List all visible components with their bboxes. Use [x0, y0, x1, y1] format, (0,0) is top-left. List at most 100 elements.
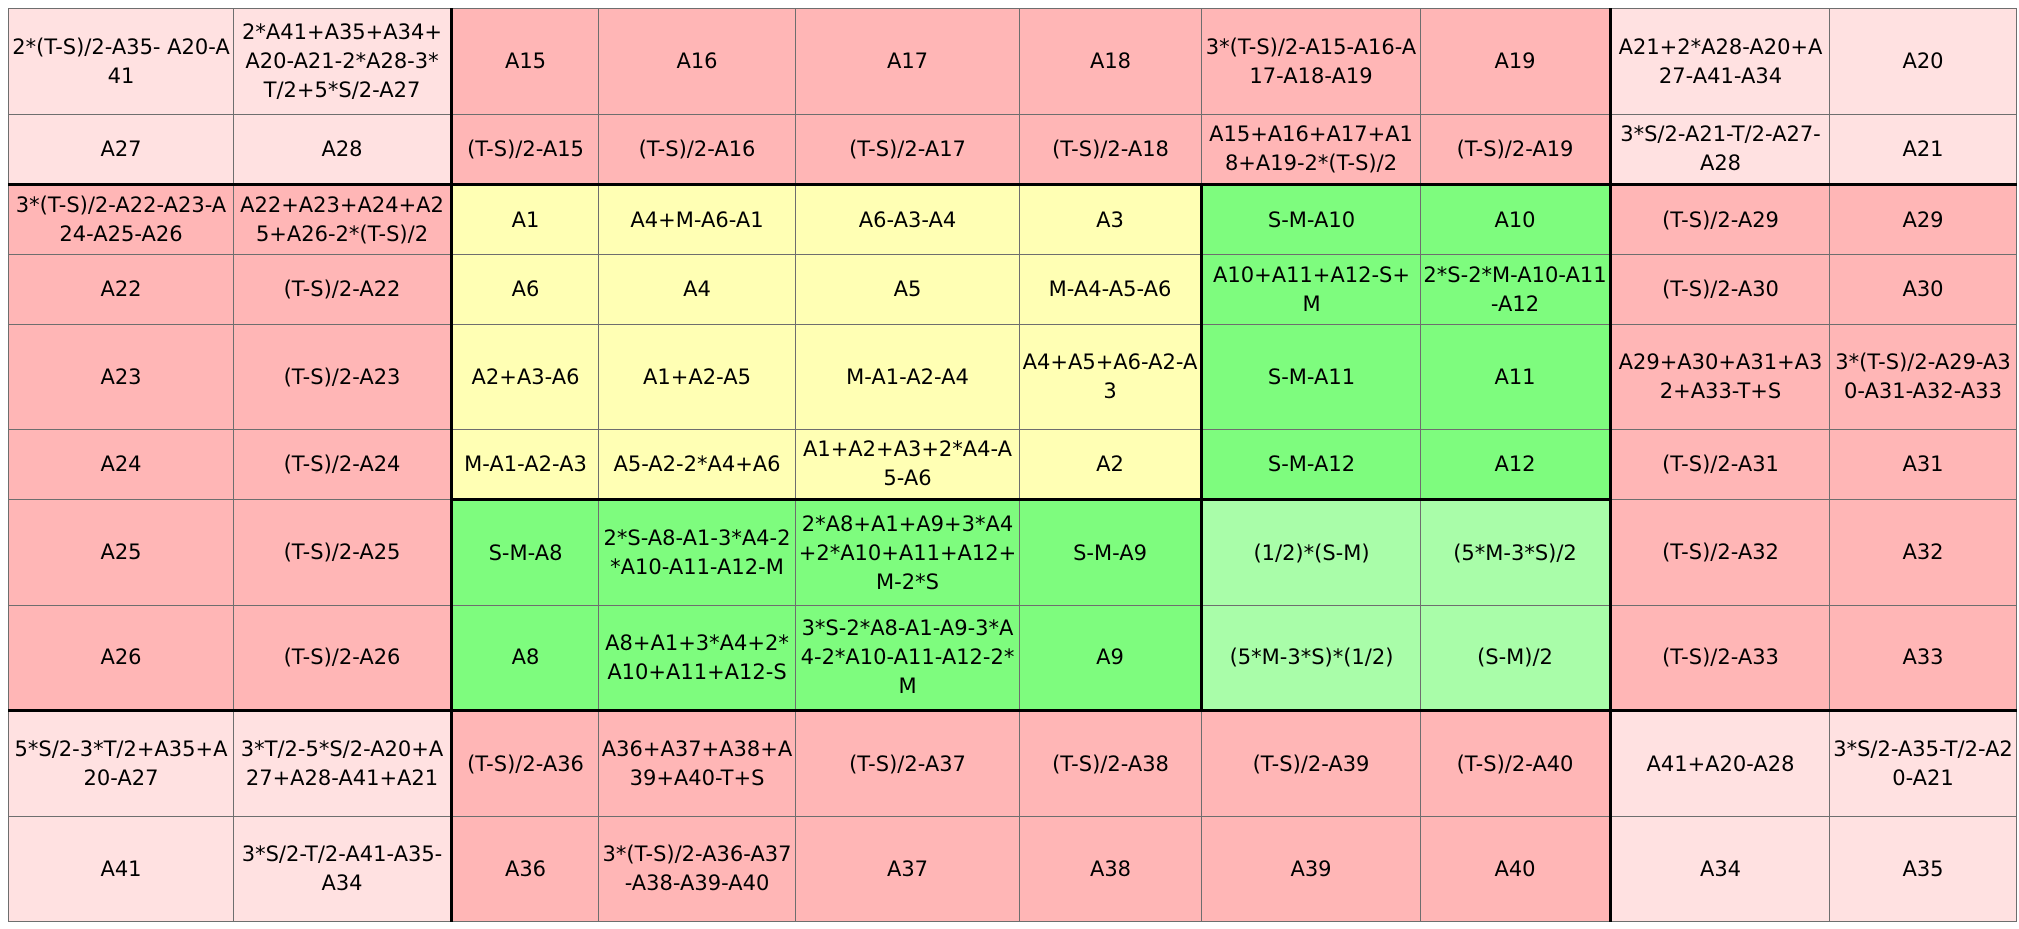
grid-cell: A11: [1420, 324, 1612, 430]
grid-cell: A41: [8, 816, 234, 922]
grid-cell: A29+A30+A31+A32+A33-T+S: [1610, 324, 1830, 430]
grid-cell: 2*S-A8-A1-3*A4-2*A10-A11-A12-M: [598, 499, 796, 606]
grid-cell: S-M-A12: [1200, 429, 1421, 501]
grid-cell: A32: [1829, 499, 2017, 606]
grid-row: A24 (T-S)/2-A24 M-A1-A2-A3 A5-A2-2*A4+A6…: [8, 429, 2017, 501]
formula-grid: 2*(T-S)/2-A35- A20-A41 2*A41+A35+A34+A20…: [8, 8, 2017, 922]
grid-cell: A36+A37+A38+A39+A40-T+S: [598, 710, 796, 817]
grid-cell: A24: [8, 429, 234, 500]
grid-cell: 3*(T-S)/2-A36-A37-A38-A39-A40: [598, 816, 796, 922]
grid-cell: 3*S/2-A35-T/2-A20-A21: [1829, 710, 2017, 817]
grid-cell: (S-M)/2: [1420, 605, 1612, 712]
grid-cell: A37: [795, 816, 1020, 922]
grid-cell: A21+2*A28-A20+A27-A41-A34: [1610, 8, 1830, 115]
grid-cell: 5*S/2-3*T/2+A35+A20-A27: [8, 710, 234, 817]
grid-cell: A1+A2+A3+2*A4-A5-A6: [795, 429, 1020, 501]
grid-cell: (T-S)/2-A31: [1610, 429, 1830, 500]
grid-cell: (1/2)*(S-M): [1201, 499, 1421, 606]
grid-cell: A39: [1201, 816, 1421, 922]
grid-cell: A4+M-A6-A1: [598, 184, 796, 255]
grid-cell: A5-A2-2*A4+A6: [598, 429, 796, 501]
grid-cell: A8: [451, 605, 599, 712]
grid-cell: A6: [451, 254, 599, 325]
grid-cell: (5*M-3*S)/2: [1420, 499, 1612, 606]
grid-cell: A10+A11+A12-S+M: [1200, 254, 1421, 325]
grid-cell: S-M-A10: [1200, 184, 1421, 255]
grid-cell: (T-S)/2-A16: [598, 114, 796, 186]
grid-cell: (T-S)/2-A22: [233, 254, 453, 325]
grid-cell: (T-S)/2-A40: [1420, 710, 1612, 817]
grid-cell: A15+A16+A17+A18+A19-2*(T-S)/2: [1201, 114, 1421, 186]
grid-row: A27 A28 (T-S)/2-A15 (T-S)/2-A16 (T-S)/2-…: [8, 114, 2017, 186]
grid-cell: A5: [795, 254, 1020, 325]
grid-cell: (T-S)/2-A18: [1019, 114, 1202, 186]
grid-cell: S-M-A11: [1200, 324, 1421, 430]
grid-cell: 2*(T-S)/2-A35- A20-A41: [8, 8, 234, 115]
grid-cell: (T-S)/2-A17: [795, 114, 1020, 186]
grid-cell: (T-S)/2-A30: [1610, 254, 1830, 325]
grid-cell: 3*S/2-A21-T/2-A27-A28: [1610, 114, 1830, 186]
grid-cell: A35: [1829, 816, 2017, 922]
grid-cell: (T-S)/2-A33: [1610, 605, 1830, 712]
grid-cell: A1: [451, 184, 599, 255]
grid-cell: (T-S)/2-A32: [1610, 499, 1830, 606]
grid-cell: M-A1-A2-A3: [451, 429, 599, 501]
grid-cell: A38: [1019, 816, 1202, 922]
grid-cell: A20: [1829, 8, 2017, 115]
grid-row: 2*(T-S)/2-A35- A20-A41 2*A41+A35+A34+A20…: [8, 8, 2017, 115]
grid-cell: (T-S)/2-A26: [233, 605, 453, 712]
grid-cell: (T-S)/2-A36: [451, 710, 599, 817]
grid-cell: A4+A5+A6-A2-A3: [1019, 324, 1202, 430]
grid-cell: S-M-A9: [1019, 499, 1203, 606]
grid-cell: A22+A23+A24+A25+A26-2*(T-S)/2: [233, 184, 453, 255]
grid-row: A26 (T-S)/2-A26 A8 A8+A1+3*A4+2*A10+A11+…: [8, 605, 2017, 712]
grid-cell: A36: [451, 816, 599, 922]
grid-cell: A17: [795, 8, 1020, 115]
grid-cell: A8+A1+3*A4+2*A10+A11+A12-S: [598, 605, 796, 712]
grid-cell: A26: [8, 605, 234, 712]
grid-cell: (T-S)/2-A24: [233, 429, 453, 500]
grid-cell: A12: [1420, 429, 1612, 501]
grid-cell: A15: [451, 8, 599, 115]
grid-cell: 3*(T-S)/2-A15-A16-A17-A18-A19: [1201, 8, 1421, 115]
grid-cell: (T-S)/2-A29: [1610, 184, 1830, 255]
grid-cell: A27: [8, 114, 234, 186]
grid-cell: A34: [1610, 816, 1830, 922]
grid-cell: M-A1-A2-A4: [795, 324, 1020, 430]
grid-cell: 3*T/2-5*S/2-A20+A27+A28-A41+A21: [233, 710, 453, 817]
grid-row: 5*S/2-3*T/2+A35+A20-A27 3*T/2-5*S/2-A20+…: [8, 710, 2017, 817]
grid-cell: A2+A3-A6: [451, 324, 599, 430]
grid-cell: 2*A8+A1+A9+3*A4+2*A10+A11+A12+M-2*S: [795, 499, 1020, 606]
grid-cell: A9: [1019, 605, 1203, 712]
grid-cell: A29: [1829, 184, 2017, 255]
grid-cell: A3: [1019, 184, 1202, 255]
grid-row: 3*(T-S)/2-A22-A23-A24-A25-A26 A22+A23+A2…: [8, 184, 2017, 255]
grid-cell: 3*S/2-T/2-A41-A35-A34: [233, 816, 453, 922]
grid-cell: (T-S)/2-A39: [1201, 710, 1421, 817]
grid-cell: A10: [1420, 184, 1612, 255]
grid-cell: (T-S)/2-A25: [233, 499, 453, 606]
grid-cell: A19: [1420, 8, 1612, 115]
grid-cell: A16: [598, 8, 796, 115]
grid-cell: (T-S)/2-A38: [1019, 710, 1202, 817]
grid-cell: A1+A2-A5: [598, 324, 796, 430]
grid-cell: 2*S-2*M-A10-A11-A12: [1420, 254, 1612, 325]
grid-row: A25 (T-S)/2-A25 S-M-A8 2*S-A8-A1-3*A4-2*…: [8, 499, 2017, 606]
grid-cell: (T-S)/2-A37: [795, 710, 1020, 817]
grid-cell: A40: [1420, 816, 1612, 922]
grid-cell: A41+A20-A28: [1610, 710, 1830, 817]
grid-cell: (T-S)/2-A15: [451, 114, 599, 186]
grid-cell: A6-A3-A4: [795, 184, 1020, 255]
grid-cell: 3*(T-S)/2-A29-A30-A31-A32-A33: [1829, 324, 2017, 430]
grid-cell: 3*S-2*A8-A1-A9-3*A4-2*A10-A11-A12-2*M: [795, 605, 1020, 712]
grid-cell: A31: [1829, 429, 2017, 500]
grid-cell: (5*M-3*S)*(1/2): [1201, 605, 1421, 712]
grid-cell: A22: [8, 254, 234, 325]
grid-cell: A33: [1829, 605, 2017, 712]
grid-cell: 2*A41+A35+A34+A20-A21-2*A28-3*T/2+5*S/2-…: [233, 8, 453, 115]
grid-cell: (T-S)/2-A19: [1420, 114, 1612, 186]
grid-cell: A2: [1019, 429, 1202, 501]
grid-cell: A25: [8, 499, 234, 606]
grid-cell: 3*(T-S)/2-A22-A23-A24-A25-A26: [8, 184, 234, 255]
grid-cell: S-M-A8: [451, 499, 599, 606]
